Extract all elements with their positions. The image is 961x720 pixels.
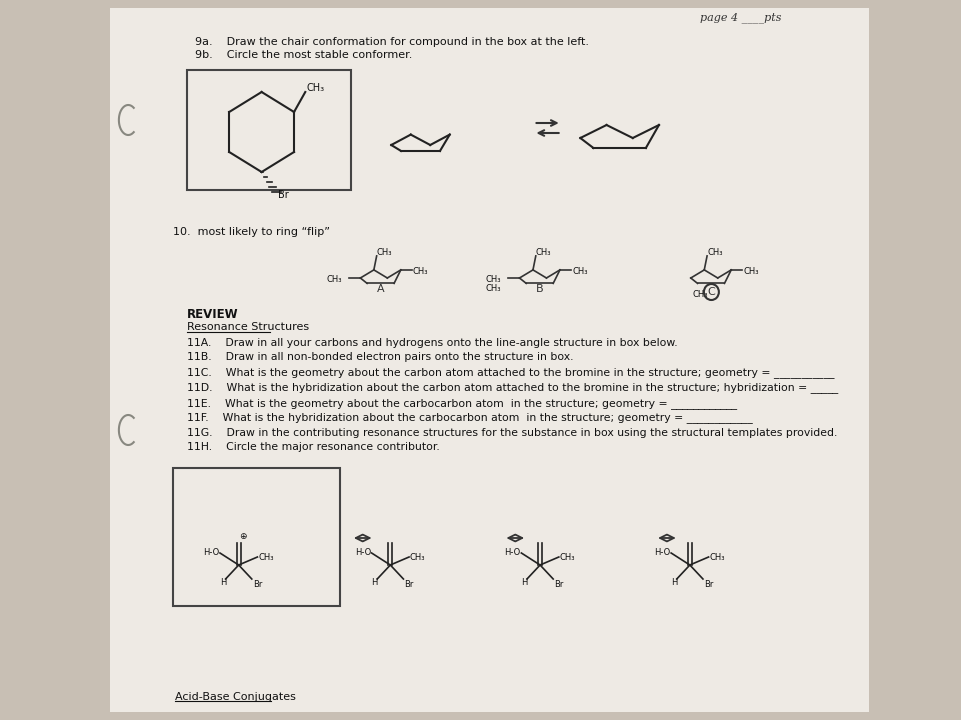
Text: CH₃: CH₃ [327, 275, 342, 284]
Text: CH₃: CH₃ [377, 248, 392, 257]
Text: 11F.    What is the hybridization about the carbocarbon atom  in the structure; : 11F. What is the hybridization about the… [187, 412, 753, 423]
Text: CH₃: CH₃ [486, 275, 502, 284]
Text: H: H [372, 578, 378, 587]
Text: CH₃: CH₃ [259, 553, 274, 562]
Text: H-O: H-O [355, 548, 371, 557]
Text: 11G.    Draw in the contributing resonance structures for the substance in box u: 11G. Draw in the contributing resonance … [187, 428, 838, 438]
Text: CH₃: CH₃ [410, 553, 426, 562]
Bar [187, 70, 351, 190]
Text: 11A.    Draw in all your carbons and hydrogens onto the line-angle structure in : 11A. Draw in all your carbons and hydrog… [187, 338, 678, 348]
Text: B: B [536, 284, 544, 294]
Bar [111, 8, 869, 712]
Text: Br: Br [405, 580, 414, 589]
Text: Br: Br [279, 190, 289, 200]
Text: 10.  most likely to ring “flip”: 10. most likely to ring “flip” [173, 227, 331, 237]
Text: 9b.    Circle the most stable conformer.: 9b. Circle the most stable conformer. [195, 50, 412, 60]
Text: Acid-Base Conjugates: Acid-Base Conjugates [175, 692, 296, 702]
Text: C: C [707, 287, 715, 297]
Text: Resonance Structures: Resonance Structures [187, 322, 309, 332]
Text: 11B.    Draw in all non-bonded electron pairs onto the structure in box.: 11B. Draw in all non-bonded electron pai… [187, 352, 574, 362]
Text: A: A [377, 284, 384, 294]
Text: CH₃: CH₃ [707, 248, 723, 257]
Text: Br: Br [554, 580, 563, 589]
Text: CH₃: CH₃ [559, 553, 576, 562]
Text: Br: Br [703, 580, 713, 589]
Text: H: H [522, 578, 528, 587]
Text: CH₃: CH₃ [536, 248, 552, 257]
Bar [173, 468, 340, 606]
Text: CH₃: CH₃ [572, 267, 587, 276]
Text: 11E.    What is the geometry about the carbocarbon atom  in the structure; geome: 11E. What is the geometry about the carb… [187, 398, 737, 409]
Text: 9a.    Draw the chair conformation for compound in the box at the left.: 9a. Draw the chair conformation for comp… [195, 37, 589, 47]
Text: 11D.    What is the hybridization about the carbon atom attached to the bromine : 11D. What is the hybridization about the… [187, 382, 838, 393]
Text: CH₃: CH₃ [693, 290, 708, 300]
Text: H: H [220, 578, 227, 587]
Text: Br: Br [253, 580, 262, 589]
Text: 11H.    Circle the major resonance contributor.: 11H. Circle the major resonance contribu… [187, 442, 440, 452]
Text: CH₃: CH₃ [709, 553, 725, 562]
Text: CH₃: CH₃ [413, 267, 429, 276]
Text: H: H [671, 578, 678, 587]
Text: H-O: H-O [654, 548, 671, 557]
Text: REVIEW: REVIEW [187, 308, 239, 321]
Text: ⊕: ⊕ [238, 532, 246, 541]
Text: H-O: H-O [203, 548, 219, 557]
Text: CH₃: CH₃ [744, 267, 759, 276]
Text: CH₃: CH₃ [486, 284, 502, 293]
Text: H-O: H-O [505, 548, 521, 557]
Text: CH₃: CH₃ [307, 83, 325, 93]
Text: page 4 ____pts: page 4 ____pts [701, 12, 781, 23]
Text: 11C.    What is the geometry about the carbon atom attached to the bromine in th: 11C. What is the geometry about the carb… [187, 367, 835, 378]
